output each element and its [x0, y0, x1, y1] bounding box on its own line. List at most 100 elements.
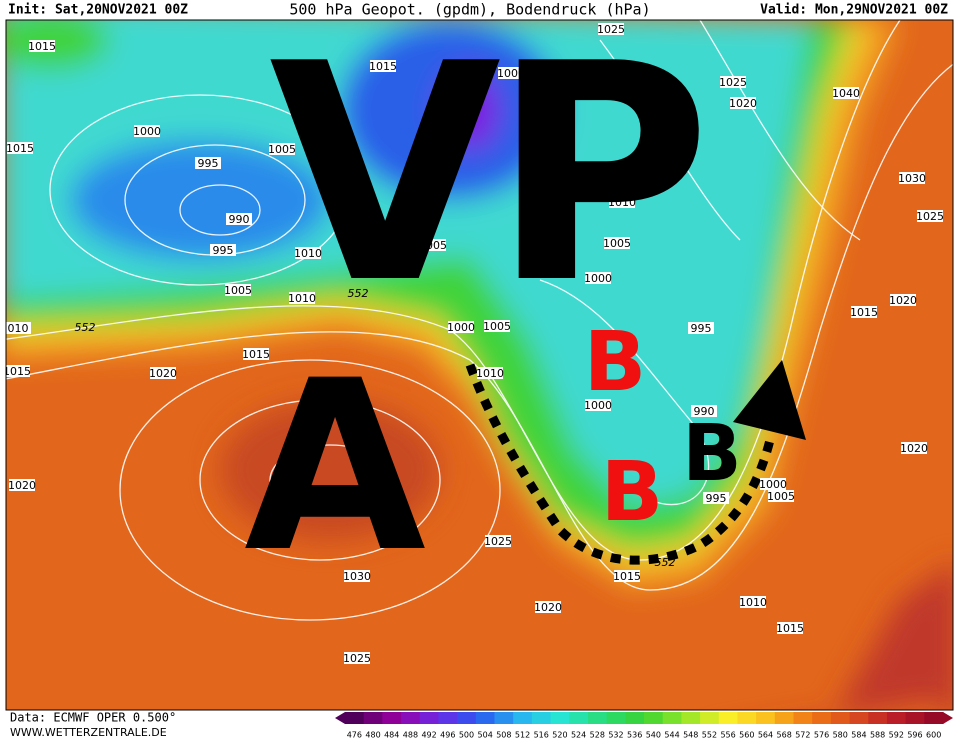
isobar-label-bg	[614, 570, 640, 582]
colorbar-swatch	[700, 712, 720, 724]
isobar-label: 1015	[850, 306, 878, 319]
isobar-label-bg	[344, 570, 370, 582]
isobar-label-bg	[768, 490, 794, 502]
colorbar-swatch	[531, 712, 552, 724]
isobar-label-bg	[585, 399, 611, 411]
isobar-label: 1015	[6, 142, 34, 155]
isobar-label-bg	[598, 23, 624, 35]
isobar-label: 1010	[288, 292, 316, 305]
colorbar-tick-label: 520	[552, 731, 567, 740]
colorbar-tick-label: 496	[440, 731, 455, 740]
source-text: Data: ECMWF OPER 0.500°	[10, 711, 176, 725]
colorbar-swatch	[438, 712, 458, 724]
colorbar-swatch	[737, 712, 757, 724]
colorbar-swatch	[924, 712, 944, 724]
isobar-label-bg	[29, 40, 55, 52]
colorbar-tick-label: 480	[365, 731, 380, 740]
isobar-label-bg	[269, 143, 295, 155]
colorbar-swatch	[718, 712, 738, 724]
isobar-label-bg	[688, 322, 714, 334]
colorbar-tick-label: 492	[421, 731, 436, 740]
isobar-label-bg	[720, 76, 746, 88]
colorbar-swatch	[569, 712, 589, 724]
colorbar-tick-label: 548	[683, 731, 698, 740]
colorbar-tick-label: 568	[777, 731, 792, 740]
annotation-low: B	[682, 409, 741, 499]
arrow-head	[733, 360, 806, 440]
colorbar-swatch	[513, 712, 533, 724]
isobar-label-bg	[134, 125, 160, 137]
isobar-label: 1035	[311, 504, 339, 517]
isobar-label: 1025	[719, 76, 747, 89]
colorbar-swatch	[793, 712, 813, 724]
colorbar-tick-label: 508	[496, 731, 511, 740]
isobar-label-bg	[760, 478, 786, 490]
init-text: Init: Sat,20NOV2021 00Z	[8, 3, 188, 18]
isobar-label: 1015	[369, 60, 397, 73]
isobar-label: 1000	[584, 272, 612, 285]
isobar-label-bg	[498, 67, 524, 79]
isobar-label: 1015	[613, 570, 641, 583]
colorbar-tick-label: 564	[758, 731, 773, 740]
geopotential-label: 552	[655, 556, 676, 569]
isobar-label: 1020	[900, 442, 928, 455]
isobar-label: 1020	[889, 294, 917, 307]
isobar-label: 1025	[343, 652, 371, 665]
colorbar-arrow	[943, 712, 953, 724]
geopotential-label: 552	[348, 287, 369, 300]
colorbar-tick-label: 476	[347, 731, 362, 740]
isobar-label: 1005	[603, 237, 631, 250]
isobar-label-bg	[370, 60, 396, 72]
colorbar-tick-label: 596	[907, 731, 922, 740]
isobar-label-bg	[691, 405, 717, 417]
isobar-label: 1030	[898, 172, 926, 185]
isobar-label: 1020	[729, 97, 757, 110]
isobar-label: 1040	[832, 87, 860, 100]
isobar-label-bg	[312, 504, 338, 516]
annotation-high: A	[244, 331, 426, 604]
isobar-label: 1025	[916, 210, 944, 223]
isobar-label-bg	[604, 237, 630, 249]
colorbar-swatch	[830, 712, 851, 724]
isobar-label: 1005	[419, 239, 447, 252]
colorbar-tick-label: 532	[608, 731, 623, 740]
isobar-label: 1015	[28, 40, 56, 53]
isobar-label: 1010	[608, 196, 636, 209]
colorbar-tick-label: 572	[795, 731, 810, 740]
site-text: WWW.WETTERZENTRALE.DE	[10, 726, 167, 739]
colorbar-tick-label: 500	[459, 731, 474, 740]
isobar-label: 1005	[268, 143, 296, 156]
isobar-label-bg	[295, 247, 321, 259]
isobar-label-bg	[484, 320, 510, 332]
colorbar-swatch	[363, 712, 383, 724]
isobar-label: 995	[706, 492, 727, 505]
isobar-label-bg	[6, 365, 30, 377]
colorbar-swatch	[625, 712, 645, 724]
isobar-label: 1000	[497, 67, 525, 80]
colorbar-tick-label: 588	[870, 731, 885, 740]
isobar-label: 1020	[149, 367, 177, 380]
isobar-label: 1015	[776, 622, 804, 635]
colorbar-swatch	[905, 712, 925, 724]
isobar-label: 995	[691, 322, 712, 335]
isobar-label-bg	[243, 348, 269, 360]
isobar-label: 1015	[242, 348, 270, 361]
annotation-low: B	[601, 445, 664, 540]
colorbar-tick-label: 484	[384, 731, 399, 740]
colorbar-tick-label: 504	[478, 731, 493, 740]
annotation-vp: VP	[269, 0, 702, 349]
valid-text: Valid: Mon,29NOV2021 00Z	[760, 3, 948, 18]
colorbar-swatch	[345, 712, 365, 724]
map-frame	[5, 19, 954, 711]
colorbar-swatch	[475, 712, 495, 724]
isobar-label-bg	[420, 239, 446, 251]
colorbar-tick-label: 576	[814, 731, 829, 740]
colorbar-swatch	[606, 712, 626, 724]
annotation-low: B	[584, 315, 647, 410]
isobar-label: 1005	[767, 490, 795, 503]
colorbar-swatch	[457, 712, 477, 724]
isobar-label-bg	[730, 97, 756, 109]
colorbar-tick-label: 600	[926, 731, 941, 740]
